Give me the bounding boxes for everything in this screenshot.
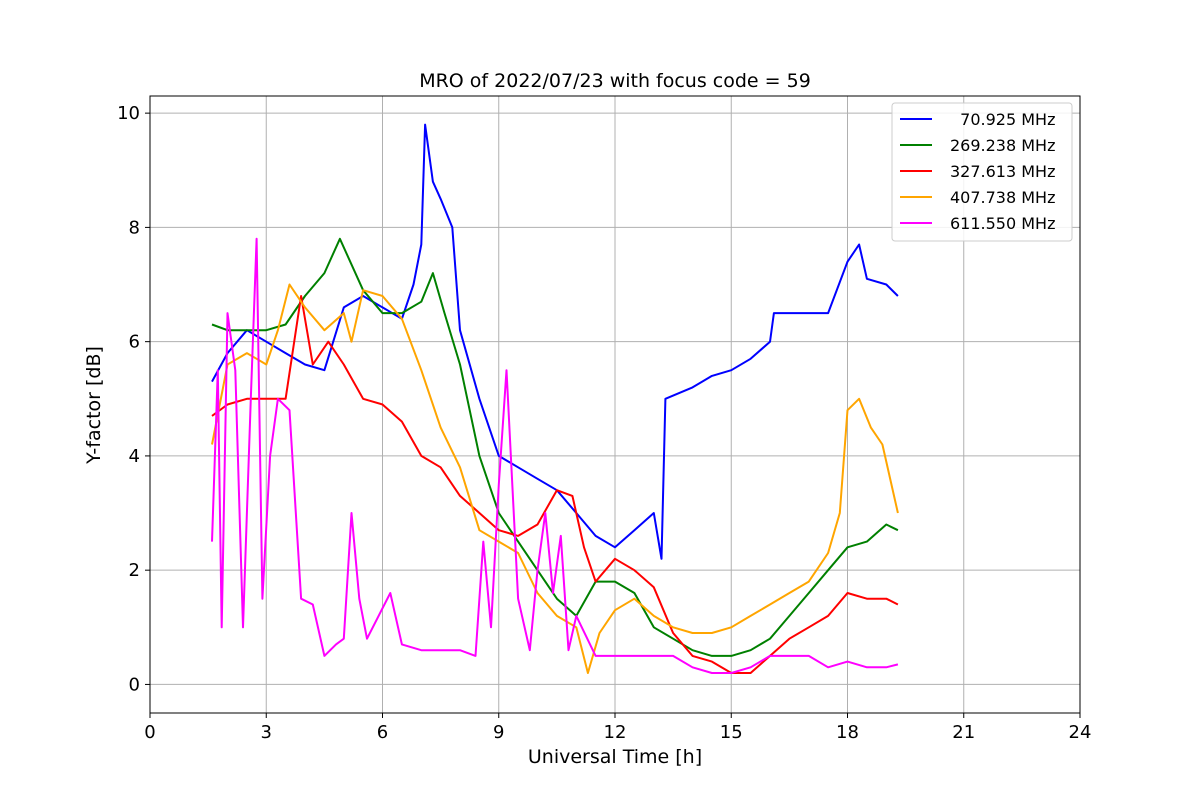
y-tick-label: 0 [129,674,140,695]
y-tick-label: 4 [129,446,140,467]
series-line [211,123,899,560]
chart-title: MRO of 2022/07/23 with focus code = 59 [419,70,811,92]
y-tick-label: 10 [117,103,140,124]
legend-entry-label: 327.613 MHz [950,162,1055,181]
x-tick-label: 6 [377,722,388,743]
x-tick-label: 0 [144,722,155,743]
legend-entry-label: 611.550 MHz [950,214,1055,233]
legend: 70.925 MHz 269.238 MHz 327.613 MHz 407.738 … [891,102,1073,242]
x-tick-label: 21 [952,722,975,743]
series-line [211,295,899,674]
x-tick-label: 9 [493,722,504,743]
legend-frame [891,102,1073,242]
y-axis-label: Y-factor [dB] [83,346,105,465]
y-tick-label: 6 [129,332,140,353]
series-line [211,237,899,657]
x-axis-label: Universal Time [h] [528,746,702,768]
x-tick-label: 24 [1069,722,1092,743]
series-layer [211,123,899,674]
series-line [211,237,899,674]
y-tick-label: 8 [129,217,140,238]
legend-entry-label: 407.738 MHz [950,188,1055,207]
x-tick-label: 12 [604,722,627,743]
legend-entry-label: 269.238 MHz [950,136,1055,155]
x-tick-label: 3 [261,722,272,743]
x-tick-label: 18 [836,722,859,743]
y-tick-label: 2 [129,560,140,581]
legend-entry-label: 70.925 MHz [950,110,1055,129]
x-tick-label: 15 [720,722,743,743]
